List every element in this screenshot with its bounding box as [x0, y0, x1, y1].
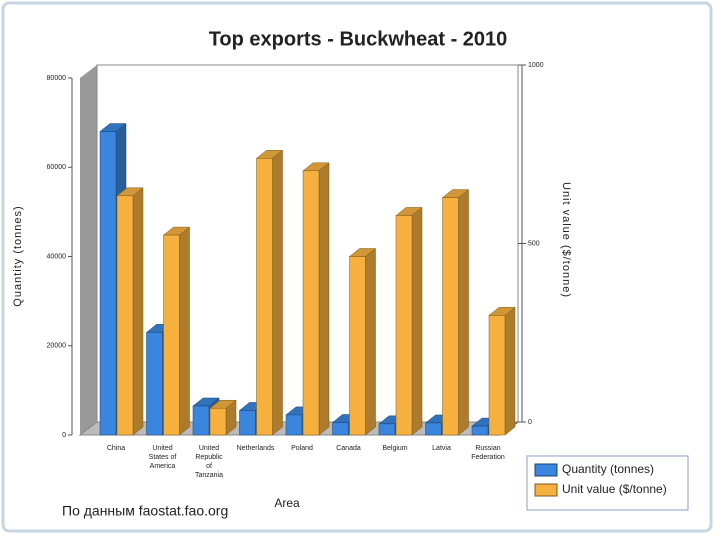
bar	[239, 410, 256, 436]
legend-label: Quantity (tonnes)	[562, 462, 654, 476]
x-tick-line: America	[150, 463, 176, 470]
bar	[302, 170, 320, 436]
x-tick-line: United	[199, 445, 219, 452]
bar	[395, 215, 413, 436]
legend-swatch	[534, 463, 558, 477]
bar	[146, 332, 163, 436]
y-tick-label: 40000	[47, 253, 67, 260]
legend-label: Unit value ($/tonne)	[562, 482, 667, 496]
x-tick-line: States of	[149, 454, 177, 461]
x-axis-label: Area	[274, 496, 300, 510]
x-tick-label: Russian Federation	[471, 445, 505, 461]
chart-title: Top exports - Buckwheat - 2010	[209, 28, 508, 50]
y-tick-label: 20000	[47, 343, 67, 350]
bar	[471, 425, 489, 436]
x-tick-line: Canada	[336, 445, 361, 452]
side-wall	[80, 65, 97, 435]
bar	[285, 414, 303, 436]
x-tick-line: China	[107, 445, 125, 452]
y2-tick-label: 500	[528, 240, 540, 247]
x-tick-line: United	[152, 445, 172, 452]
x-tick-label: United States of America	[149, 445, 177, 470]
bar-side	[365, 247, 376, 436]
bar	[116, 195, 134, 436]
bar	[442, 197, 459, 436]
y-tick-label: 0	[62, 432, 66, 439]
x-tick-line: Poland	[291, 445, 313, 452]
x-tick-line: Federation	[471, 454, 505, 461]
bar-side	[411, 206, 423, 436]
x-tick-line: Tanzania	[195, 472, 223, 479]
x-tick-line: Netherlands	[237, 445, 275, 452]
y2-tick-label: 0	[528, 419, 532, 426]
x-tick-line: of	[206, 463, 212, 470]
y2-axis-label: Unit value ($/tonne)	[560, 182, 572, 298]
bar	[425, 422, 442, 436]
y-tick-label: 80000	[47, 75, 67, 82]
bar	[256, 158, 273, 436]
bar	[99, 131, 117, 436]
legend-swatch	[534, 483, 558, 497]
bar-side	[504, 306, 516, 436]
x-tick-label: United Republic of Tanzania	[195, 445, 223, 479]
x-tick-line: Latvia	[432, 445, 451, 452]
x-tick-line: Russian	[475, 445, 500, 452]
bar	[378, 423, 396, 436]
bar	[209, 407, 227, 436]
bar	[192, 405, 210, 436]
x-tick-label: Netherlands	[237, 445, 275, 452]
bar-side	[132, 187, 144, 436]
y-tick-label: 60000	[47, 164, 67, 171]
x-tick-line: Republic	[195, 454, 223, 461]
x-tick-label: China	[107, 445, 125, 452]
x-tick-line: Belgium	[382, 445, 407, 452]
y-axis-label: Quantity (tonnes)	[12, 205, 24, 306]
x-tick-label: Latvia	[432, 445, 451, 452]
bar	[163, 234, 180, 436]
bar-side	[272, 149, 283, 436]
x-tick-label: Canada	[336, 445, 361, 452]
bar-side	[179, 226, 190, 436]
bar	[332, 422, 349, 436]
bar	[349, 256, 366, 436]
bar	[488, 315, 506, 436]
bar-side	[318, 162, 330, 436]
bar-side	[458, 189, 469, 436]
x-tick-label: Belgium	[382, 445, 407, 452]
source-note: По данным faostat.fao.org	[62, 503, 228, 519]
x-tick-label: Poland	[291, 445, 313, 452]
y2-tick-label: 1000	[528, 62, 544, 69]
